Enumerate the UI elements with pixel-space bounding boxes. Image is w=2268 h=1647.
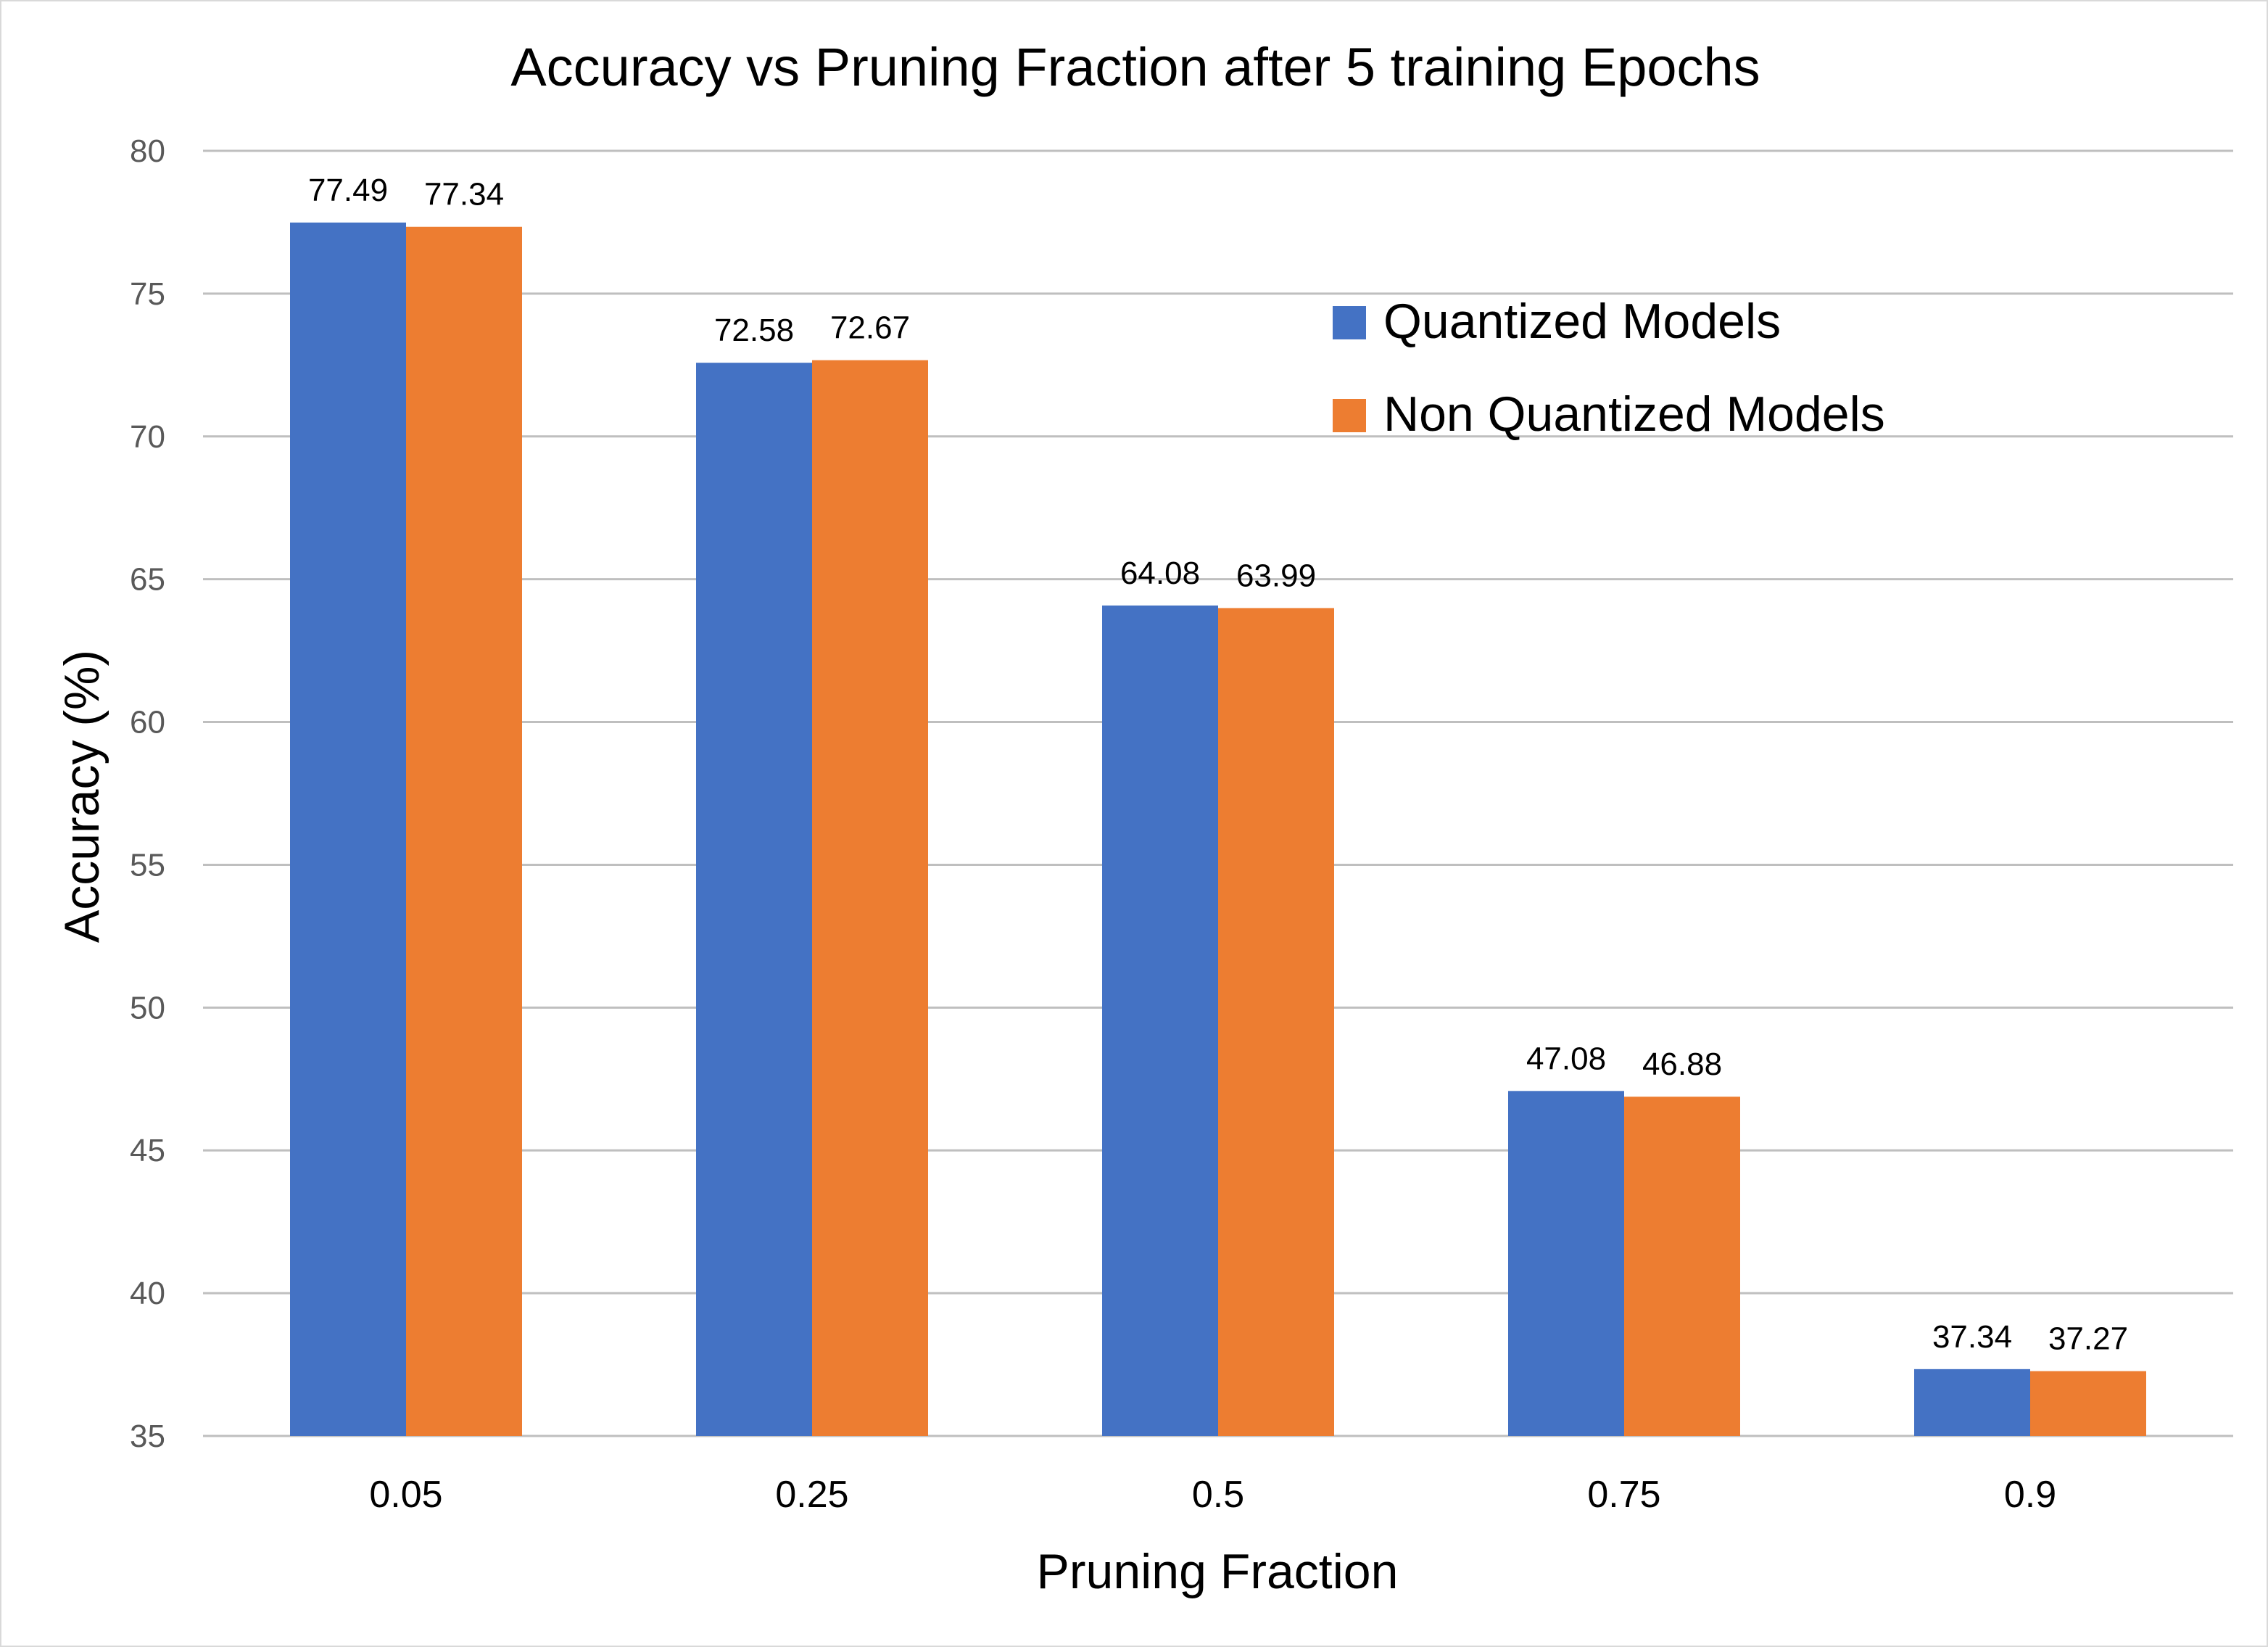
x-axis-ticks: 0.05 0.25 0.5 0.75 0.9 bbox=[369, 1474, 2056, 1516]
y-tick-label: 80 bbox=[130, 133, 165, 169]
data-label: 37.27 bbox=[2048, 1321, 2128, 1357]
data-labels: 77.49 77.34 72.58 72.67 64.08 63.99 47.08 46.88… bbox=[308, 173, 2128, 1357]
data-label: 72.58 bbox=[714, 313, 794, 348]
y-axis-title: Accuracy (%) bbox=[54, 650, 109, 943]
y-tick-label: 50 bbox=[130, 990, 165, 1025]
bar bbox=[1218, 608, 1334, 1436]
data-label: 47.08 bbox=[1526, 1041, 1606, 1076]
bar bbox=[1508, 1091, 1624, 1436]
bar bbox=[1624, 1097, 1740, 1436]
data-label: 46.88 bbox=[1642, 1047, 1722, 1082]
x-tick-label: 0.05 bbox=[369, 1474, 442, 1516]
data-label: 77.34 bbox=[424, 177, 504, 212]
x-tick-label: 0.5 bbox=[1192, 1474, 1244, 1516]
gridlines bbox=[203, 149, 2233, 1437]
data-label: 64.08 bbox=[1120, 556, 1200, 591]
y-tick-label: 35 bbox=[130, 1419, 165, 1454]
x-tick-label: 0.9 bbox=[2004, 1474, 2056, 1516]
data-label: 63.99 bbox=[1236, 558, 1316, 593]
bar bbox=[1914, 1369, 2030, 1436]
y-tick-label: 70 bbox=[130, 419, 165, 455]
x-tick-label: 0.25 bbox=[775, 1474, 848, 1516]
bar bbox=[696, 363, 812, 1436]
bar bbox=[406, 226, 522, 1437]
legend: Quantized Models Non Quantized Models bbox=[1333, 294, 1885, 442]
legend-swatch bbox=[1333, 306, 1366, 339]
legend-label: Non Quantized Models bbox=[1383, 387, 1885, 442]
bar bbox=[1102, 605, 1218, 1436]
legend-swatch bbox=[1333, 399, 1366, 432]
y-tick-label: 60 bbox=[130, 705, 165, 740]
x-tick-label: 0.75 bbox=[1587, 1474, 1660, 1516]
y-tick-label: 40 bbox=[130, 1276, 165, 1311]
bar bbox=[812, 360, 928, 1436]
data-label: 72.67 bbox=[830, 310, 910, 346]
y-tick-label: 75 bbox=[130, 276, 165, 312]
y-tick-label: 55 bbox=[130, 847, 165, 883]
x-axis-title: Pruning Fraction bbox=[1037, 1544, 1399, 1599]
chart-title: Accuracy vs Pruning Fraction after 5 tra… bbox=[510, 37, 1760, 97]
legend-label: Quantized Models bbox=[1383, 294, 1781, 349]
bars bbox=[290, 222, 2146, 1437]
data-label: 37.34 bbox=[1932, 1319, 2012, 1355]
y-axis-ticks: 35 40 45 50 55 60 65 70 75 80 bbox=[130, 133, 165, 1454]
bar bbox=[290, 222, 406, 1436]
data-label: 77.49 bbox=[308, 173, 388, 208]
y-tick-label: 45 bbox=[130, 1133, 165, 1168]
y-tick-label: 65 bbox=[130, 562, 165, 598]
bar bbox=[2030, 1371, 2146, 1436]
